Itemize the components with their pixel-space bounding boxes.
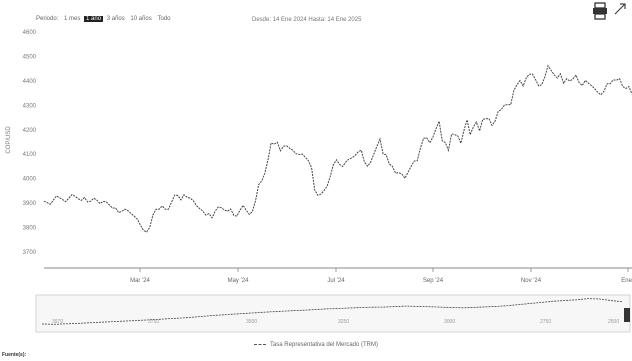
date-from-label: Desde: [252, 17, 272, 23]
legend: Tasa Representativa del Mercado (TRM) [0, 342, 632, 348]
expand-icon[interactable] [614, 3, 626, 15]
range-option-all[interactable]: Todo [157, 16, 171, 22]
x-tick-label: Mar '24 [130, 278, 150, 284]
y-axis-label: COP/USD [6, 126, 12, 154]
legend-line-marker [253, 343, 266, 345]
source-label: Fuente(s): [2, 352, 27, 358]
y-tick-label: 3900 [23, 201, 37, 207]
y-tick-label: 4100 [23, 152, 37, 158]
y-tick-label: 4300 [23, 103, 37, 109]
line-chart: 4600 4500 4400 4300 4200 4100 4000 3900 3800 3700… [6, 30, 632, 333]
y-tick-label: 4500 [23, 54, 37, 60]
navigator-tick-label: 2500 [608, 319, 619, 325]
range-option-1y[interactable]: 1 año [84, 16, 104, 22]
date-to-input[interactable]: 14 Ene 2025 [327, 17, 362, 23]
navigator-tick-label: 2750 [540, 319, 551, 325]
range-option-1m[interactable]: 1 mes [64, 16, 81, 22]
navigator-tick-label: 3000 [444, 319, 455, 325]
date-to-label: Hasta: [308, 17, 326, 23]
y-tick-label: 4400 [23, 79, 37, 85]
y-tick-label: 4600 [23, 30, 37, 36]
range-label: Periodo: [36, 16, 59, 22]
date-from-input[interactable]: 14 Ene 2024 [272, 17, 307, 23]
download-icon[interactable] [592, 2, 608, 20]
y-tick-label: 3800 [23, 226, 37, 232]
navigator-handle [624, 308, 630, 322]
navigator-frame [35, 294, 631, 333]
y-tick-label: 4200 [23, 128, 37, 134]
x-tick-label: Sep '24 [423, 278, 444, 284]
x-tick-label: Ene ' [621, 278, 632, 284]
legend-series-label[interactable]: Tasa Representativa del Mercado (TRM) [269, 342, 379, 348]
range-option-10y[interactable]: 10 años [130, 16, 152, 22]
navigator-tick-label: 3750 [148, 319, 159, 325]
navigator-tick-label: 3500 [246, 319, 257, 325]
navigator-tick-label: 3970 [52, 319, 63, 325]
x-tick-label: May '24 [228, 278, 249, 284]
series-line-trm [43, 64, 632, 233]
date-range: Desde: 14 Ene 2024 Hasta: 14 Ene 2025 [252, 17, 361, 23]
x-tick-label: Jul '24 [327, 278, 345, 284]
x-tick-label: Nov '24 [521, 278, 542, 284]
navigator-tick-label: 3250 [338, 319, 349, 325]
y-tick-label: 3700 [23, 250, 37, 256]
range-option-3y[interactable]: 3 años [106, 16, 125, 22]
navigator-line [41, 298, 623, 325]
y-tick-label: 4000 [23, 177, 37, 183]
range-selector: Periodo: 1 mes 1 año 3 años 10 años Todo [34, 16, 172, 22]
